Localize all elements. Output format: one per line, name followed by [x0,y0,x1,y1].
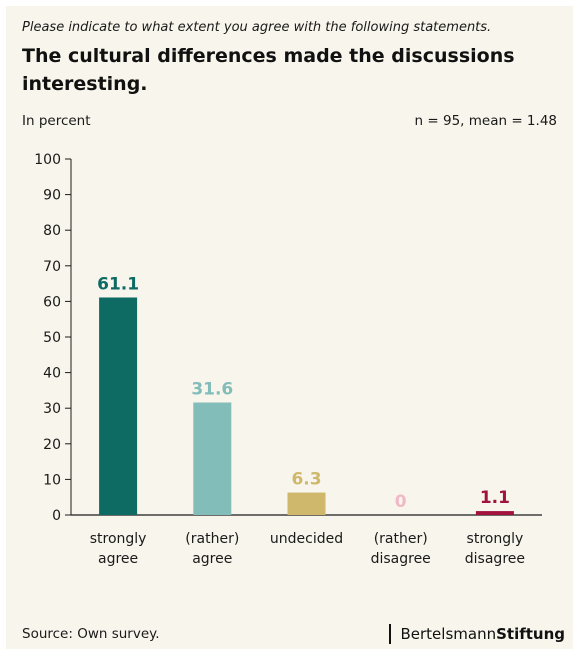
x-category-label-line: strongly [467,531,524,547]
x-category-label: (rather) disagree [371,531,431,567]
y-tick-label: 100 [34,152,61,168]
brand-name-part2: Stiftung [496,625,565,643]
x-category-label-line: agree [98,551,138,567]
x-category-label-line: strongly [90,531,147,547]
data-label: 1.1 [480,488,510,508]
x-category-label: strongly agree [90,531,147,567]
y-tick-label: 40 [43,366,61,382]
x-category-label-line: disagree [465,551,525,567]
bar [99,297,138,515]
y-tick-label: 30 [43,401,61,417]
unit-label: In percent [22,113,91,129]
chart-subtitle: Please indicate to what extent you agree… [22,20,492,35]
data-label: 31.6 [191,380,233,400]
bar [475,511,514,515]
y-tick-label: 20 [43,437,61,453]
sample-stats: n = 95, mean = 1.48 [414,113,557,129]
y-tick-label: 10 [43,472,61,488]
data-label: 6.3 [291,470,321,490]
y-tick-label: 80 [43,223,61,239]
x-category-label: strongly disagree [465,531,525,567]
x-category-label-line: (rather) [185,531,239,547]
bar [287,492,326,515]
brand-logo: BertelsmannStiftung [389,624,565,644]
y-tick-label: 60 [43,294,61,310]
chart-title: The cultural differences made the discus… [22,45,515,95]
x-category-label-line: (rather) [374,531,428,547]
data-label: 61.1 [97,274,139,294]
y-tick-label: 50 [43,330,61,346]
bar [193,402,232,515]
y-tick-label: 90 [43,188,61,204]
x-category-label-line: undecided [270,531,343,547]
data-label: 0 [395,492,407,512]
x-category-label: undecided [270,531,343,547]
brand-name-part1: Bertelsmann [400,625,497,643]
x-category-label-line: disagree [371,551,431,567]
x-category-label-line: agree [192,551,232,567]
x-category-label: (rather) agree [185,531,239,567]
source-note: Source: Own survey. [22,626,160,642]
y-tick-label: 70 [43,259,61,275]
y-tick-label: 0 [52,508,61,524]
